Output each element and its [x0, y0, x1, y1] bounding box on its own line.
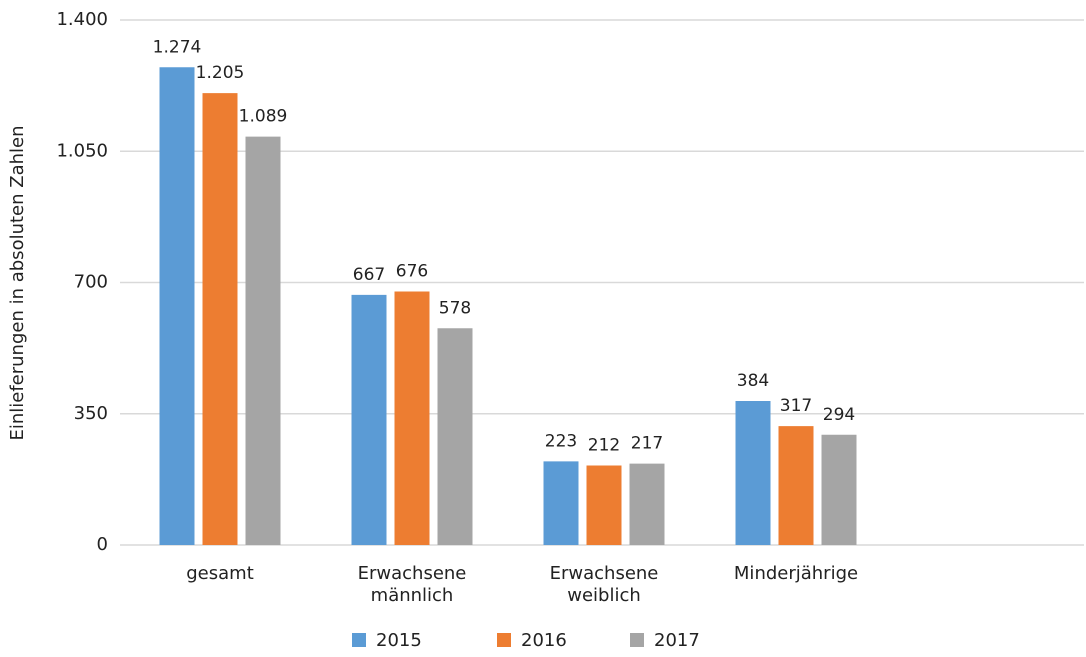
bar	[351, 294, 387, 545]
bar	[245, 136, 281, 545]
data-label: 1.274	[153, 37, 202, 57]
y-tick-label: 0	[97, 534, 108, 555]
bar	[159, 67, 195, 545]
legend-label: 2016	[521, 630, 567, 651]
data-label: 317	[780, 396, 812, 416]
x-tick-label: Minderjährige	[733, 563, 859, 584]
legend-swatch	[497, 633, 511, 647]
bar	[202, 93, 238, 545]
y-tick-label: 700	[74, 272, 108, 293]
data-label: 1.205	[196, 63, 245, 83]
data-label: 676	[396, 262, 428, 282]
x-tick-label: gesamt	[186, 563, 254, 584]
y-tick-label: 350	[74, 403, 108, 424]
y-axis-label: Einlieferungen in absoluten Zahlen	[7, 125, 28, 440]
bar	[778, 426, 814, 545]
data-label: 667	[353, 265, 385, 285]
bar	[437, 328, 473, 545]
legend-label: 2017	[654, 630, 700, 651]
y-tick-label: 1.400	[56, 9, 108, 30]
bar	[735, 401, 771, 545]
legend-swatch	[352, 633, 366, 647]
data-label: 384	[737, 371, 769, 391]
bar	[586, 465, 622, 545]
bar	[543, 461, 579, 545]
x-tick-label: Erwachsene weiblich	[549, 563, 659, 606]
data-label: 578	[439, 298, 471, 318]
bar	[821, 434, 857, 545]
data-label: 217	[631, 434, 663, 454]
x-tick-label: Erwachsene männlich	[357, 563, 467, 606]
data-label: 1.089	[239, 107, 288, 127]
bar	[629, 463, 665, 545]
legend-label: 2015	[376, 630, 422, 651]
data-label: 212	[588, 436, 620, 456]
data-label: 223	[545, 431, 577, 451]
data-label: 294	[823, 405, 855, 425]
y-tick-label: 1.050	[56, 140, 108, 161]
bar	[394, 291, 430, 545]
legend-swatch	[630, 633, 644, 647]
